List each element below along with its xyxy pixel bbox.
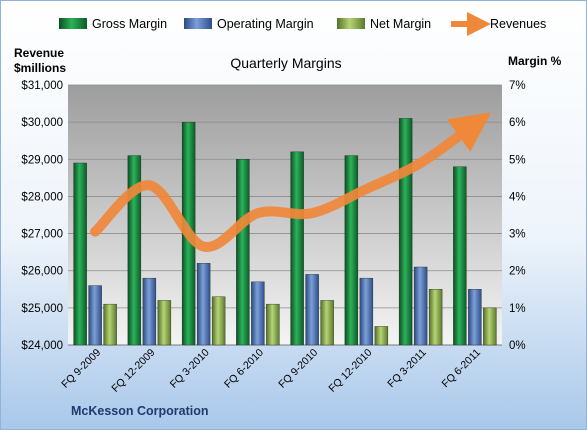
- left-tick-label: $26,000: [21, 266, 63, 278]
- right-tick-label: 3%: [509, 229, 526, 241]
- bar-gross-margin: [127, 155, 142, 346]
- left-tick-label: $27,000: [21, 229, 63, 241]
- left-tick-label: $28,000: [21, 191, 63, 203]
- bar-gross-margin: [344, 155, 359, 346]
- right-tick-label: 7%: [509, 80, 526, 92]
- legend-item-operating-margin: Operating Margin: [184, 17, 314, 31]
- legend-label-revenues: Revenues: [490, 17, 546, 31]
- company-name: McKesson Corporation: [71, 404, 209, 418]
- left-axis-title-line1: Revenue: [14, 46, 64, 60]
- revenue-line-layer: [90, 112, 492, 252]
- bar-operating-margin: [468, 289, 482, 346]
- category-label: FQ 3-2011: [385, 347, 429, 391]
- bar-net-margin: [211, 296, 226, 346]
- bar-operating-margin: [88, 285, 102, 346]
- bar-gross-margin: [453, 166, 467, 346]
- left-tick-label: $24,000: [21, 340, 63, 352]
- legend-swatch-gross-margin: [59, 18, 87, 29]
- bar-gross-margin: [236, 159, 250, 346]
- category-label: FQ 12-2010: [326, 347, 374, 395]
- legend-item-net-margin: Net Margin: [337, 17, 431, 31]
- category-label: FQ 6-2010: [222, 347, 266, 391]
- bar-net-margin: [320, 300, 334, 346]
- bar-operating-margin: [251, 281, 265, 346]
- left-tick-label: $31,000: [21, 80, 63, 92]
- bar-gross-margin: [398, 118, 413, 346]
- left-axis-ticks: $24,000 $25,000 $26,000 $27,000 $28,000 $29,0…: [21, 80, 63, 352]
- right-tick-label: 6%: [509, 117, 526, 129]
- legend: Gross Margin Operating Margin Net Margin…: [59, 12, 546, 36]
- chart-title: Quarterly Margins: [230, 55, 341, 71]
- category-labels: FQ 9-2009 FQ 12-2009 FQ 3-2010 FQ 6-2010 FQ …: [59, 347, 483, 395]
- left-tick-label: $25,000: [21, 303, 63, 315]
- category-label: FQ 12-2009: [109, 347, 157, 395]
- legend-item-gross-margin: Gross Margin: [59, 17, 167, 31]
- bar-net-margin: [374, 326, 389, 346]
- bar-operating-margin: [413, 266, 428, 346]
- bar-gross-margin: [290, 151, 304, 346]
- bar-gross-margin: [73, 162, 87, 346]
- right-axis-ticks: 0% 1% 2% 3% 4% 5% 6% 7%: [509, 80, 526, 352]
- left-tick-label: $30,000: [21, 117, 63, 129]
- right-tick-label: 2%: [509, 266, 526, 278]
- bar-operating-margin: [196, 263, 211, 346]
- legend-swatch-net-margin: [337, 18, 365, 29]
- category-label: FQ 6-2011: [440, 347, 484, 391]
- right-tick-label: 4%: [509, 191, 526, 203]
- right-tick-label: 0%: [509, 340, 526, 352]
- bar-net-margin: [483, 307, 497, 346]
- bar-operating-margin: [305, 274, 319, 346]
- left-tick-label: $29,000: [21, 154, 63, 166]
- category-label: FQ 9-2009: [59, 347, 103, 391]
- legend-label-operating-margin: Operating Margin: [217, 17, 314, 31]
- bar-net-margin: [157, 300, 172, 346]
- bar-operating-margin: [142, 277, 157, 346]
- bar-net-margin: [266, 303, 280, 346]
- right-axis-title: Margin %: [508, 54, 562, 68]
- left-axis-title-line2: $millions: [14, 61, 66, 75]
- bar-operating-margin: [359, 277, 374, 346]
- category-label: FQ 3-2010: [168, 347, 212, 391]
- legend-label-gross-margin: Gross Margin: [92, 17, 167, 31]
- bar-net-margin: [428, 289, 443, 346]
- right-tick-label: 5%: [509, 154, 526, 166]
- legend-label-net-margin: Net Margin: [370, 17, 431, 31]
- revenue-line: [90, 112, 492, 252]
- legend-item-revenues: Revenues: [451, 12, 546, 36]
- category-label: FQ 9-2010: [276, 347, 320, 391]
- legend-swatch-operating-margin: [184, 18, 212, 29]
- right-tick-label: 1%: [509, 303, 526, 315]
- bar-net-margin: [103, 303, 117, 346]
